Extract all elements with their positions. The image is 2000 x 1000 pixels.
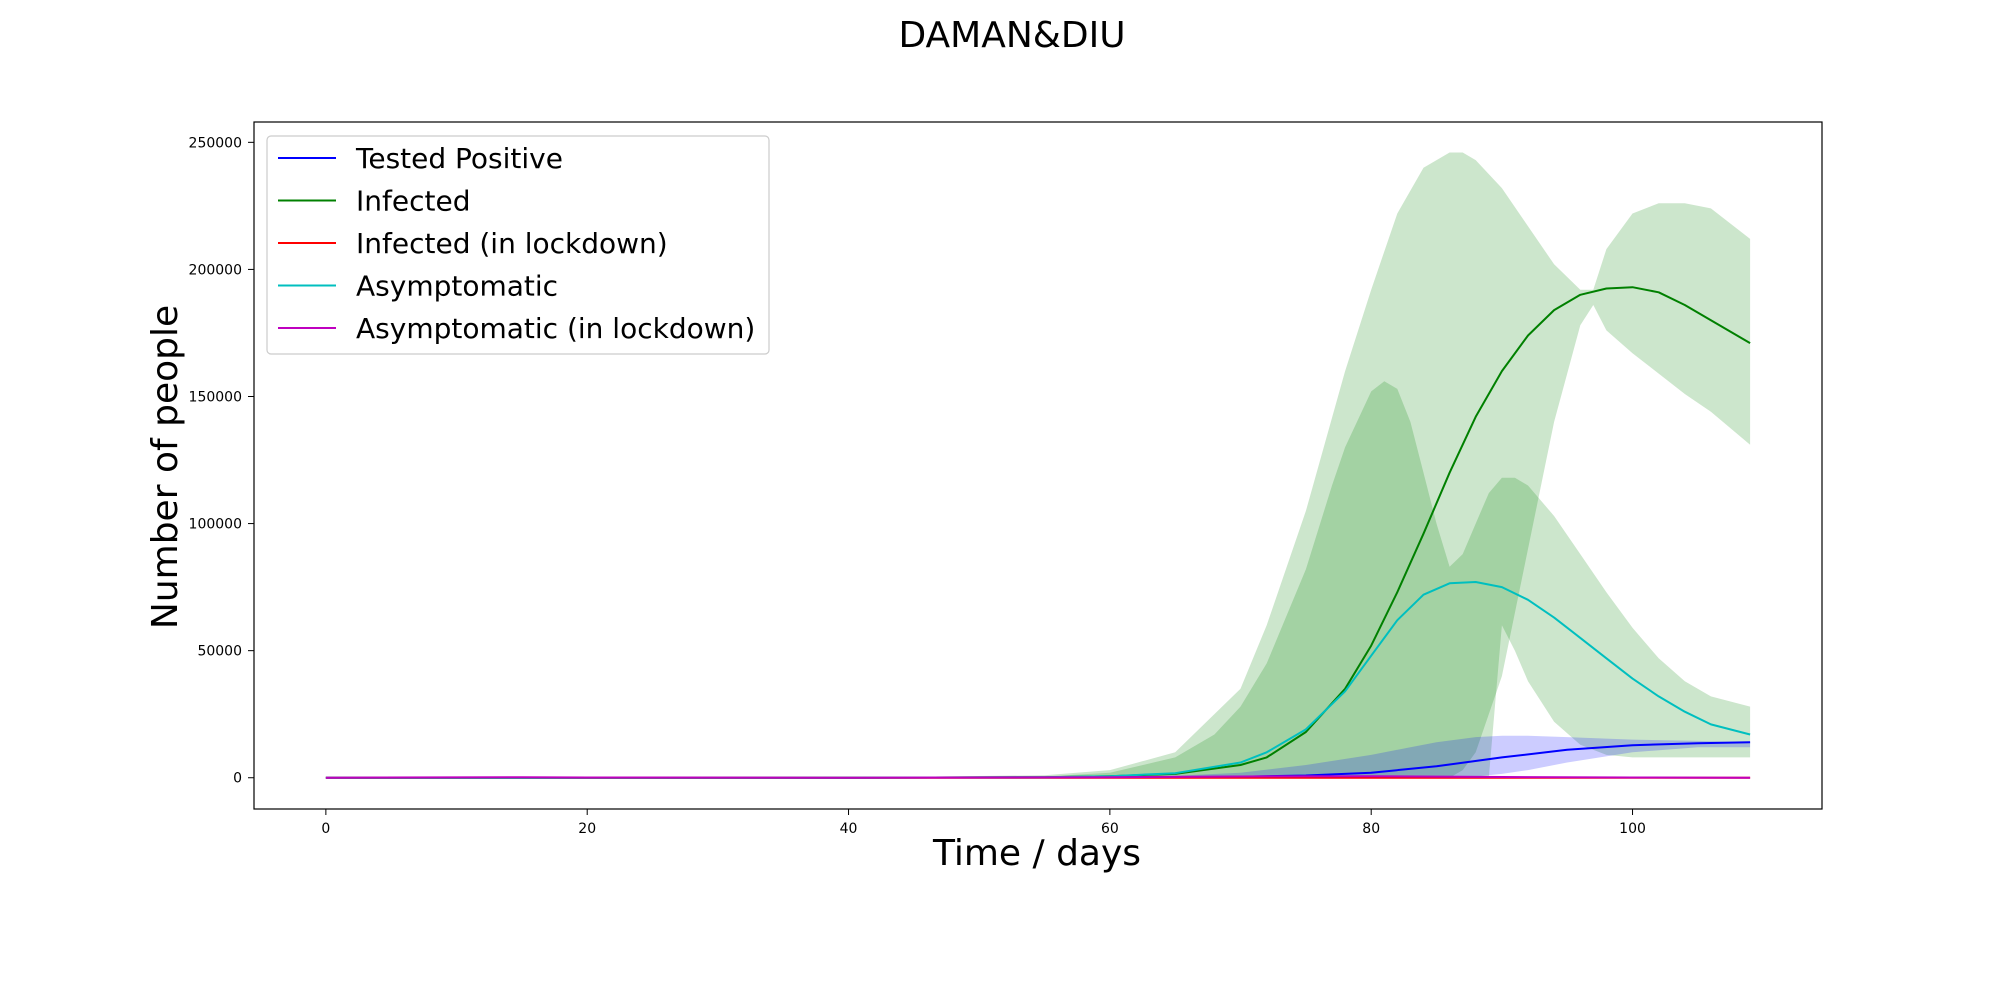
legend: Tested Positive Infected Infected (in lock… [266, 135, 770, 355]
series-line-asymptomatic-in-lockdown [325, 775, 1751, 779]
legend-label-infected: Infected [356, 185, 470, 218]
x-tick-label: 20 [578, 821, 596, 837]
x-axis-ticks: 0 20 40 60 80 100 [321, 809, 1646, 837]
confidence-bands [325, 152, 1751, 778]
y-tick-label: 150000 [189, 389, 242, 405]
legend-label-asymptomatic: Asymptomatic [356, 270, 558, 303]
x-tick-label: 100 [1619, 821, 1646, 837]
y-tick-label: 250000 [189, 135, 242, 151]
legend-label-infected-in-lockdown: Infected (in lockdown) [356, 227, 668, 260]
plot-frame [253, 121, 1823, 810]
chart-title: DAMAN&DIU [898, 15, 1125, 56]
confidence-band-1 [325, 152, 1751, 778]
legend-box [266, 135, 770, 355]
y-axis-ticks: 0 50000 100000 150000 200000 250000 [189, 135, 254, 787]
x-tick-label: 80 [1362, 821, 1380, 837]
legend-label-tested-positive: Tested Positive [355, 142, 563, 175]
series-lines [325, 286, 1751, 779]
y-axis-label: Number of people [145, 305, 186, 629]
confidence-band-2 [325, 381, 1751, 778]
x-tick-label: 0 [321, 821, 330, 837]
x-tick-label: 40 [840, 821, 858, 837]
legend-label-asymptomatic-in-lockdown: Asymptomatic (in lockdown) [356, 312, 755, 345]
confidence-band-3 [325, 735, 1751, 778]
y-tick-label: 100000 [189, 517, 242, 533]
y-tick-label: 200000 [189, 262, 242, 278]
y-tick-label: 50000 [197, 644, 242, 660]
y-tick-label: 0 [233, 771, 242, 787]
x-tick-label: 60 [1101, 821, 1119, 837]
x-axis-label: Time / days [932, 833, 1141, 874]
